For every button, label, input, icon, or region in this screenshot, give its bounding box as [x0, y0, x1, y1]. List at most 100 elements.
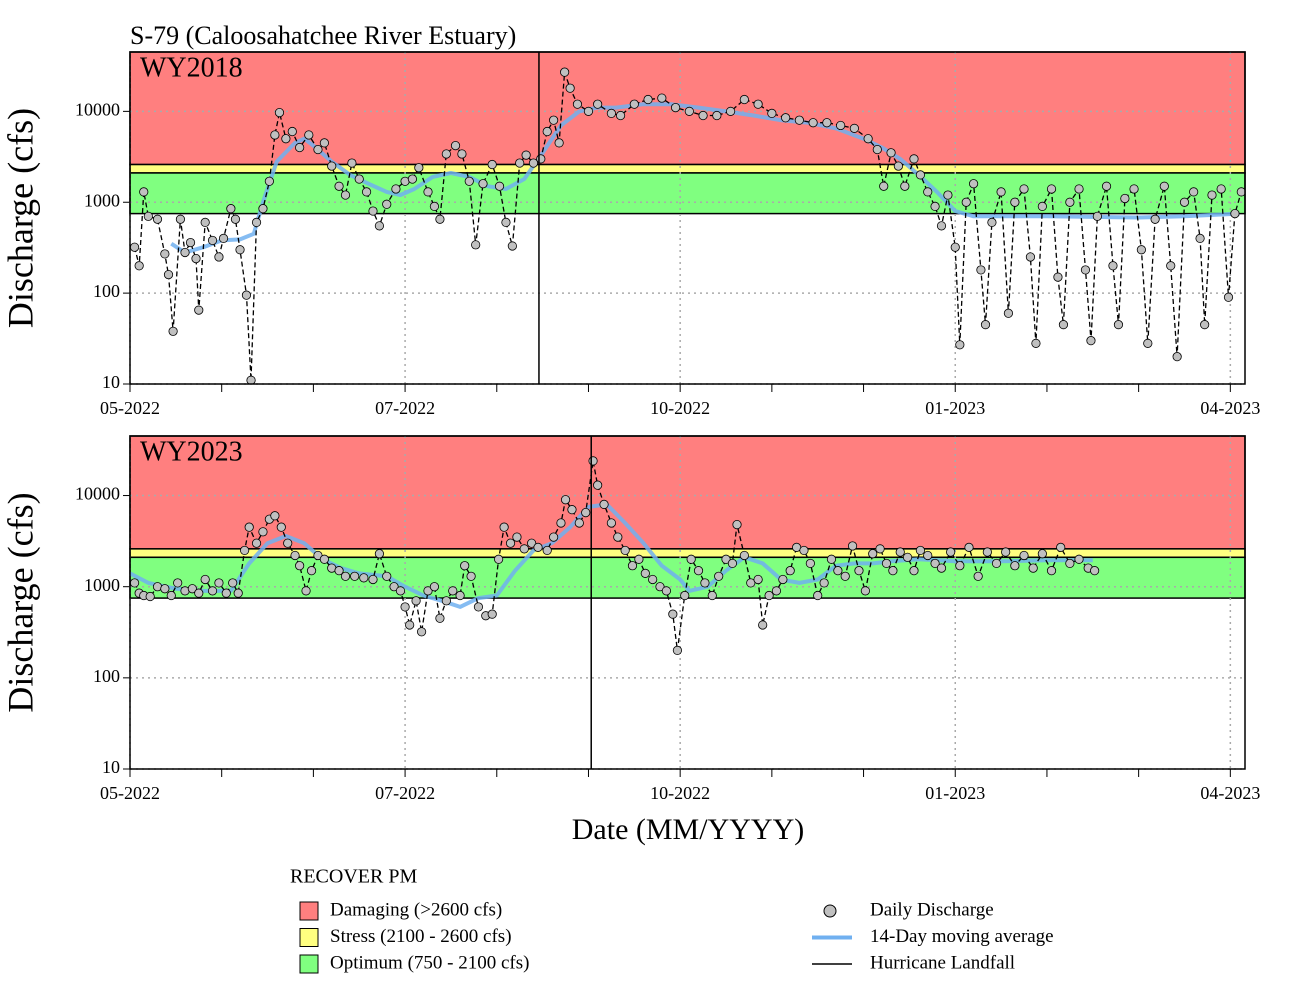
daily-point: [185, 237, 196, 248]
daily-point: [808, 118, 818, 128]
panel: 10 100 1000 10000 05-2022 07-2022 10-2022 01-20…: [0, 435, 1260, 803]
daily-point: [187, 584, 197, 594]
daily-point: [549, 115, 559, 125]
daily-point: [1179, 197, 1190, 207]
daily-point: [613, 532, 623, 542]
daily-point: [423, 187, 433, 197]
daily-point: [1101, 181, 1112, 191]
daily-point: [391, 184, 401, 194]
daily-point: [721, 554, 731, 564]
x-tick-label: 01-2023: [925, 398, 985, 418]
daily-point: [429, 582, 440, 592]
daily-point: [930, 558, 940, 569]
daily-point: [274, 107, 285, 118]
daily-point: [727, 558, 738, 569]
chart-title: S-79 (Caloosahatchee River Estuary): [130, 21, 516, 50]
daily-point: [416, 627, 427, 637]
daily-point: [233, 588, 243, 598]
daily-point: [895, 547, 905, 557]
daily-point: [251, 217, 262, 228]
daily-point: [528, 158, 539, 168]
daily-point: [556, 518, 566, 528]
daily-point: [214, 252, 224, 262]
legend-label: Hurricane Landfall: [870, 952, 1015, 973]
daily-point: [130, 242, 140, 252]
daily-point: [565, 83, 575, 93]
daily-point: [739, 550, 749, 561]
daily-point: [139, 187, 149, 197]
daily-point: [460, 561, 470, 571]
daily-point: [478, 179, 488, 189]
y-tick-label: 10: [102, 757, 120, 777]
daily-point: [361, 187, 372, 197]
daily-point: [606, 108, 616, 118]
daily-point: [407, 174, 418, 184]
daily-point: [627, 561, 638, 571]
daily-point: [686, 554, 696, 564]
x-tick-label: 04-2023: [1200, 783, 1260, 803]
daily-point: [996, 187, 1006, 197]
daily-point: [501, 217, 511, 228]
daily-point: [264, 176, 274, 186]
daily-point: [961, 197, 971, 207]
daily-point: [494, 181, 505, 191]
daily-point: [980, 320, 991, 330]
daily-point: [771, 586, 782, 596]
daily-point: [581, 507, 591, 518]
panel-label: WY2018: [140, 52, 243, 83]
daily-point: [319, 138, 329, 148]
daily-point: [441, 596, 451, 606]
x-tick-label: 01-2023: [925, 783, 985, 803]
daily-point: [634, 554, 644, 564]
daily-point: [251, 538, 262, 548]
daily-point: [1074, 184, 1084, 194]
daily-point: [973, 571, 983, 581]
daily-point: [1019, 184, 1029, 194]
daily-point: [327, 161, 337, 171]
daily-point: [833, 566, 843, 576]
y-tick-label: 1000: [84, 575, 120, 595]
daily-point: [670, 103, 681, 113]
daily-point: [507, 241, 517, 251]
daily-point: [886, 148, 896, 158]
daily-point: [1003, 308, 1014, 318]
daily-point: [593, 99, 603, 109]
x-tick-label: 10-2022: [650, 398, 710, 418]
daily-point: [313, 144, 323, 155]
daily-point: [160, 249, 170, 259]
daily-point: [567, 505, 577, 515]
daily-point: [494, 554, 504, 564]
daily-point: [1207, 190, 1217, 200]
daily-point: [1189, 187, 1199, 197]
daily-point: [281, 134, 291, 144]
daily-point: [382, 199, 392, 209]
y-tick-label: 10: [102, 372, 120, 392]
daily-point: [936, 563, 947, 573]
daily-point: [1065, 197, 1075, 207]
daily-point: [519, 544, 529, 554]
daily-point: [258, 527, 268, 537]
daily-point: [1065, 558, 1075, 569]
daily-point: [1172, 352, 1182, 362]
legend-label: Optimum (750 - 2100 cfs): [330, 952, 529, 973]
daily-point: [145, 591, 155, 602]
plot-border: [129, 435, 1246, 770]
daily-point: [473, 602, 484, 612]
daily-point: [368, 206, 378, 216]
daily-point: [955, 561, 965, 571]
daily-point: [1159, 181, 1169, 191]
daily-point: [732, 519, 742, 530]
daily-point: [868, 549, 878, 559]
daily-point: [143, 211, 153, 221]
daily-point: [295, 561, 305, 571]
daily-point: [1150, 214, 1160, 224]
daily-point: [290, 550, 300, 561]
band: [129, 163, 1246, 174]
daily-point: [1019, 550, 1029, 561]
daily-point: [175, 214, 186, 224]
daily-point: [200, 574, 210, 585]
daily-point: [753, 99, 763, 109]
daily-point: [606, 518, 616, 528]
daily-point: [334, 566, 344, 576]
daily-point: [902, 552, 913, 562]
